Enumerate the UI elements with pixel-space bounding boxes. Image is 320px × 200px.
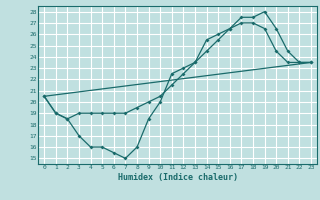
X-axis label: Humidex (Indice chaleur): Humidex (Indice chaleur) [118,173,238,182]
